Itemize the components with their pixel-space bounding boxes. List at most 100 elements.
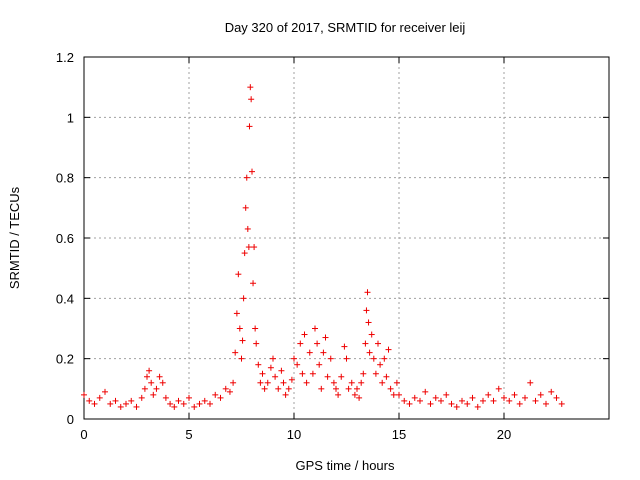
data-point: [248, 96, 255, 103]
data-point: [244, 225, 251, 232]
data-point: [272, 373, 279, 380]
data-point: [201, 397, 208, 404]
data-point: [212, 391, 219, 398]
data-point: [186, 394, 192, 401]
data-point: [299, 370, 306, 377]
data-point: [247, 84, 254, 91]
data-point: [243, 174, 250, 181]
grid-lines: [84, 57, 609, 419]
data-point: [261, 385, 268, 392]
data-point: [495, 385, 502, 392]
data-point: [365, 319, 372, 326]
data-point: [543, 400, 549, 407]
data-point: [239, 337, 246, 344]
data-point: [390, 391, 397, 398]
data-point: [141, 385, 148, 392]
data-point: [226, 388, 233, 395]
data-point: [377, 361, 384, 368]
data-point: [191, 403, 198, 410]
data-point: [278, 367, 285, 374]
data-point: [356, 394, 363, 401]
data-point: [246, 123, 253, 130]
data-point: [180, 400, 187, 407]
data-point: [348, 379, 355, 386]
x-tick-label: 20: [497, 427, 511, 442]
data-point: [324, 373, 331, 380]
data-point: [128, 397, 135, 404]
data-point: [91, 400, 98, 407]
data-point: [288, 376, 295, 383]
data-point: [343, 355, 350, 362]
data-point: [320, 349, 327, 356]
data-point: [253, 340, 260, 347]
data-point: [383, 373, 390, 380]
data-point: [370, 355, 377, 362]
data-point: [360, 370, 367, 377]
data-point: [255, 361, 262, 368]
data-point: [314, 340, 321, 347]
data-point: [558, 400, 565, 407]
data-point: [432, 394, 439, 401]
data-point: [309, 370, 316, 377]
data-point: [338, 373, 345, 380]
data-point: [364, 289, 371, 296]
data-point: [270, 355, 276, 362]
x-tick-label: 15: [392, 427, 406, 442]
data-point: [316, 361, 323, 368]
data-point: [490, 397, 497, 404]
x-tick-label: 10: [287, 427, 301, 442]
data-point: [354, 385, 360, 392]
data-point: [175, 397, 182, 404]
data-point: [86, 397, 93, 404]
data-point: [275, 385, 282, 392]
data-point: [372, 370, 379, 377]
tick-labels: 0 0.2 0.4 0.6 0.8 1 1.2 0 5 10 15 20: [56, 50, 511, 442]
data-point: [196, 400, 203, 407]
data-point: [144, 373, 150, 380]
data-point: [318, 385, 325, 392]
data-point: [252, 325, 259, 332]
data-point: [107, 400, 114, 407]
data-point: [366, 349, 373, 356]
data-point: [150, 391, 157, 398]
data-point: [537, 391, 544, 398]
data-point: [335, 391, 342, 398]
data-point: [81, 391, 87, 398]
data-point: [527, 379, 534, 386]
data-point: [417, 397, 423, 404]
data-point: [396, 391, 402, 398]
data-point: [156, 373, 163, 380]
data-point: [422, 388, 429, 395]
data-point: [362, 340, 369, 347]
data-point: [330, 379, 337, 386]
data-point: [112, 397, 119, 404]
data-point: [96, 394, 103, 401]
data-point: [375, 340, 381, 347]
data-point: [294, 361, 301, 368]
data-point: [522, 394, 528, 401]
data-point: [240, 295, 247, 302]
data-point: [250, 280, 257, 287]
data-point: [381, 355, 388, 362]
data-point: [345, 385, 352, 392]
data-point: [306, 349, 313, 356]
data-point: [548, 388, 555, 395]
data-point: [138, 394, 145, 401]
data-point: [532, 397, 539, 404]
data-point: [242, 204, 249, 211]
y-tick-label: 1.2: [56, 50, 74, 65]
data-point: [282, 391, 289, 398]
data-point: [511, 391, 518, 398]
data-point: [102, 388, 108, 395]
data-point: [480, 397, 486, 404]
data-point: [393, 379, 400, 386]
data-point: [297, 340, 304, 347]
data-point: [301, 331, 308, 338]
data-point: [501, 394, 507, 401]
data-point: [117, 403, 124, 410]
data-point: [322, 334, 329, 341]
data-point: [327, 355, 334, 362]
chart-title: Day 320 of 2017, SRMTID for receiver lei…: [225, 20, 466, 35]
data-point: [438, 397, 444, 404]
